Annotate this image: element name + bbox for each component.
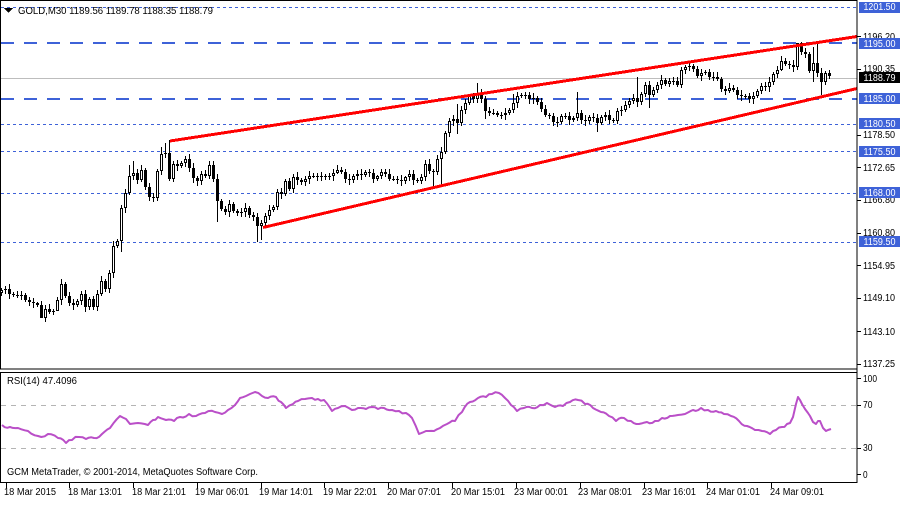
svg-text:24 Mar 01:01: 24 Mar 01:01 [706,487,760,498]
svg-text:1154.95: 1154.95 [863,261,895,272]
svg-text:30: 30 [863,443,873,454]
svg-text:1168.00: 1168.00 [864,188,896,199]
svg-text:1180.50: 1180.50 [864,119,896,130]
svg-text:1160.80: 1160.80 [863,228,895,239]
svg-text:GCM MetaTrader, © 2001-2014, M: GCM MetaTrader, © 2001-2014, MetaQuotes … [7,467,258,478]
svg-text:1149.10: 1149.10 [863,293,895,304]
svg-text:18 Mar 13:01: 18 Mar 13:01 [68,487,122,498]
svg-text:1201.50: 1201.50 [864,2,896,13]
svg-text:19 Mar 06:01: 19 Mar 06:01 [195,487,249,498]
svg-text:1137.25: 1137.25 [863,359,895,370]
svg-text:18 Mar 2015: 18 Mar 2015 [4,487,56,498]
svg-text:100: 100 [863,374,877,385]
svg-text:24 Mar 09:01: 24 Mar 09:01 [770,487,824,498]
svg-text:19 Mar 14:01: 19 Mar 14:01 [259,487,313,498]
svg-text:1166.80: 1166.80 [863,195,895,206]
svg-text:19 Mar 22:01: 19 Mar 22:01 [323,487,377,498]
svg-text:70: 70 [863,400,873,411]
svg-text:23 Mar 16:01: 23 Mar 16:01 [642,487,696,498]
svg-text:1196.20: 1196.20 [863,32,895,43]
svg-text:1185.00: 1185.00 [864,94,896,105]
svg-text:0: 0 [863,470,868,481]
svg-text:1172.65: 1172.65 [863,163,895,174]
svg-text:1190.35: 1190.35 [863,64,895,75]
svg-text:23 Mar 00:01: 23 Mar 00:01 [514,487,568,498]
svg-text:1178.50: 1178.50 [863,130,895,141]
svg-text:RSI(14) 47.4096: RSI(14) 47.4096 [7,376,77,387]
svg-text:1188.79: 1188.79 [864,73,896,84]
svg-text:23 Mar 08:01: 23 Mar 08:01 [578,487,632,498]
svg-text:20 Mar 15:01: 20 Mar 15:01 [451,487,505,498]
svg-text:1175.50: 1175.50 [864,147,896,158]
svg-text:1159.50: 1159.50 [864,237,896,248]
svg-text:1195.00: 1195.00 [864,39,896,50]
svg-text:1143.10: 1143.10 [863,327,895,338]
svg-text:GOLD,M30 1189.56 1189.78 1188: GOLD,M30 1189.56 1189.78 1188.35 1188.79 [18,6,213,17]
svg-text:18 Mar 21:01: 18 Mar 21:01 [132,487,186,498]
svg-text:20 Mar 07:01: 20 Mar 07:01 [387,487,441,498]
